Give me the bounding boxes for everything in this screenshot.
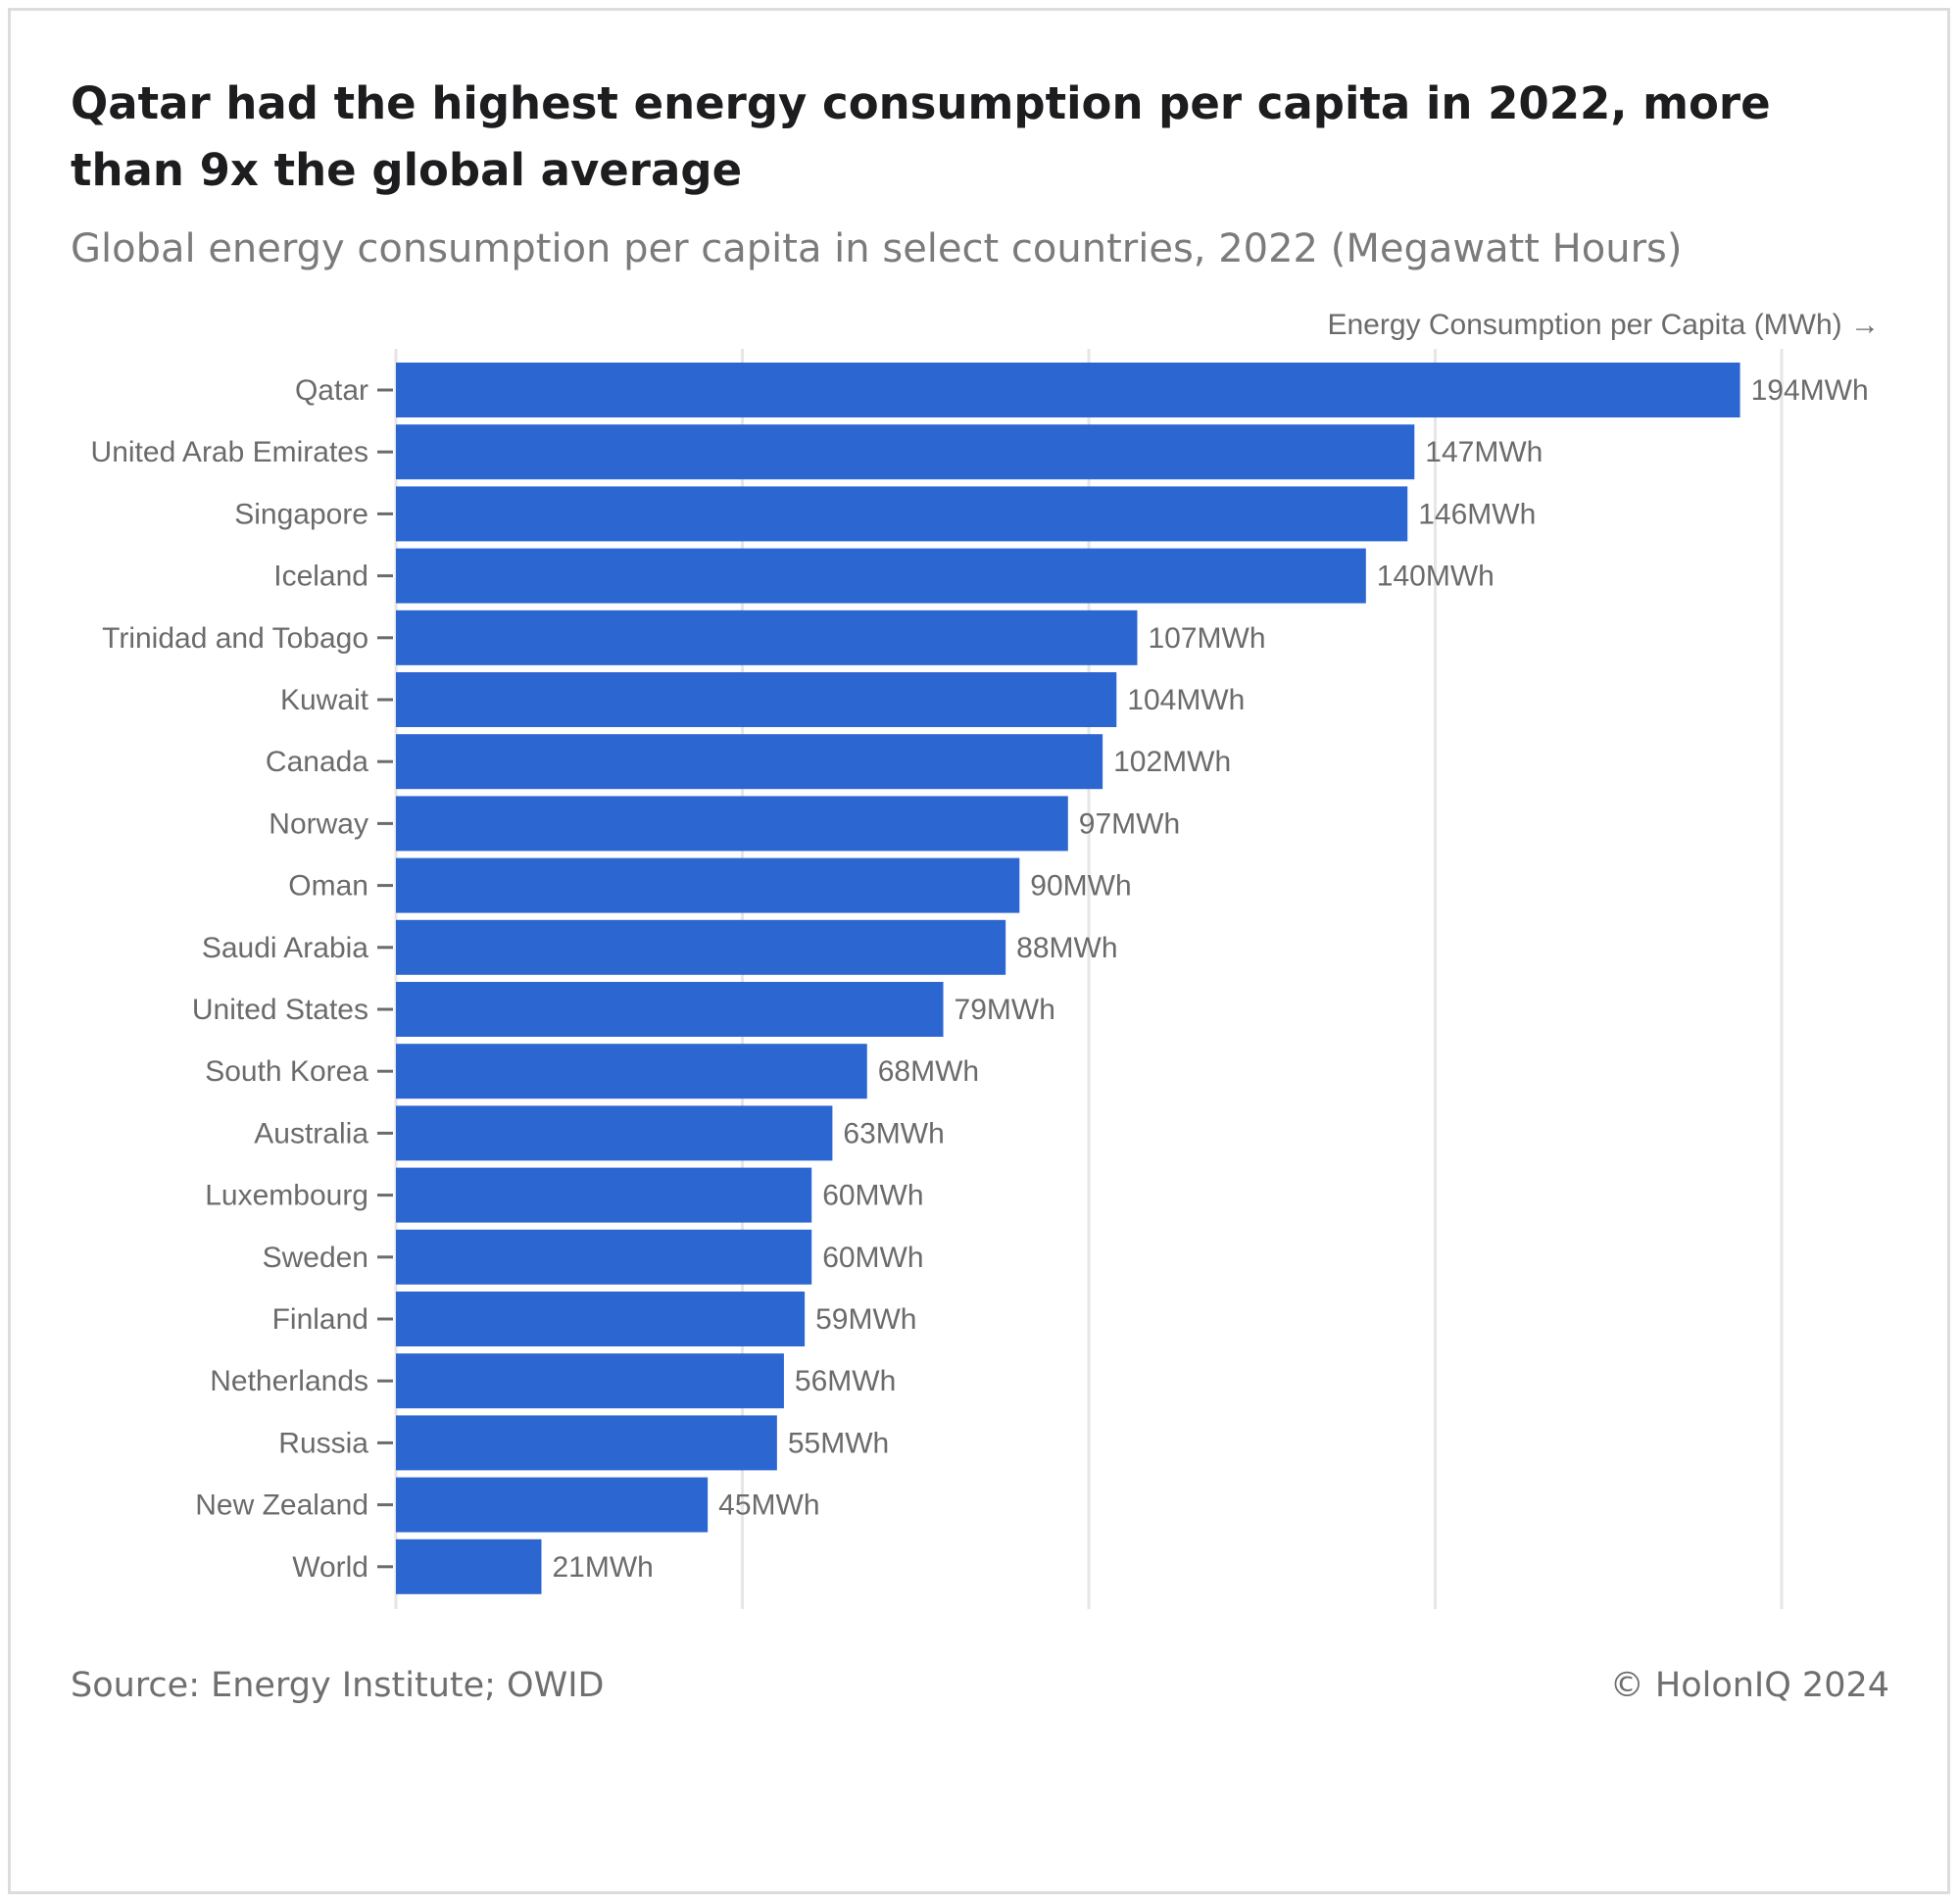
source-note: Source: Energy Institute; OWID xyxy=(71,1666,605,1705)
category-label: Finland xyxy=(272,1303,368,1336)
data-label: 97MWh xyxy=(1079,807,1180,840)
data-label: 45MWh xyxy=(718,1489,819,1522)
data-label: 104MWh xyxy=(1127,684,1245,716)
bar xyxy=(396,610,1138,665)
bar xyxy=(396,486,1408,542)
data-label: 21MWh xyxy=(552,1551,653,1584)
category-label: Trinidad and Tobago xyxy=(102,622,368,655)
bar xyxy=(396,1229,812,1285)
bar xyxy=(396,857,1020,913)
chart-title: Qatar had the highest energy consumption… xyxy=(71,77,1771,196)
category-label: New Zealand xyxy=(195,1489,368,1522)
category-label: Iceland xyxy=(273,561,368,593)
data-label: 102MWh xyxy=(1113,746,1231,778)
category-label: Kuwait xyxy=(280,684,369,716)
category-label: Sweden xyxy=(263,1242,368,1274)
bar xyxy=(396,982,944,1037)
bar xyxy=(396,1167,812,1223)
data-label: 55MWh xyxy=(788,1427,889,1459)
bar xyxy=(396,796,1068,852)
data-label: 60MWh xyxy=(822,1242,923,1274)
bar xyxy=(396,1292,806,1346)
data-label: 146MWh xyxy=(1418,498,1536,530)
data-label: 194MWh xyxy=(1751,374,1869,407)
category-label: Saudi Arabia xyxy=(202,932,368,964)
bar xyxy=(396,363,1740,417)
copyright-note: © HolonIQ 2024 xyxy=(1609,1666,1889,1705)
data-label: 63MWh xyxy=(843,1117,944,1149)
bar xyxy=(396,1477,709,1533)
data-label: 88MWh xyxy=(1016,932,1117,964)
chart-subtitle: Global energy consumption per capita in … xyxy=(71,226,1683,271)
bar xyxy=(396,1415,777,1471)
category-label: Norway xyxy=(269,807,368,840)
category-label: Australia xyxy=(254,1117,368,1149)
category-label: Netherlands xyxy=(210,1365,368,1397)
category-label: South Korea xyxy=(205,1055,368,1088)
category-label: United Arab Emirates xyxy=(91,436,368,468)
bar xyxy=(396,424,1415,480)
data-label: 107MWh xyxy=(1148,622,1265,655)
bar xyxy=(396,1105,833,1161)
data-label: 140MWh xyxy=(1377,561,1494,593)
bar xyxy=(396,734,1103,790)
data-label: 59MWh xyxy=(815,1303,916,1336)
bar xyxy=(396,919,1006,975)
category-label: Oman xyxy=(288,870,368,903)
x-axis-title: Energy Consumption per Capita (MWh) → xyxy=(1327,309,1880,341)
bar xyxy=(396,548,1366,604)
category-label: Russia xyxy=(278,1427,368,1459)
category-label: United States xyxy=(192,994,368,1026)
category-label: Luxembourg xyxy=(205,1180,368,1212)
category-label: Qatar xyxy=(295,374,368,407)
data-label: 68MWh xyxy=(878,1055,979,1088)
category-label: World xyxy=(292,1551,368,1584)
data-label: 56MWh xyxy=(795,1365,896,1397)
data-label: 90MWh xyxy=(1030,870,1131,903)
bars xyxy=(396,363,1740,1594)
labels: Qatar 194MWh United Arab Emirates 147MWh Sin… xyxy=(91,374,1869,1584)
bar xyxy=(396,1538,542,1594)
bar xyxy=(396,1044,867,1099)
bar xyxy=(396,672,1117,727)
data-label: 60MWh xyxy=(822,1180,923,1212)
category-label: Singapore xyxy=(234,498,368,530)
data-label: 147MWh xyxy=(1425,436,1543,468)
bar xyxy=(396,1353,784,1409)
data-label: 79MWh xyxy=(955,994,1055,1026)
category-label: Canada xyxy=(266,746,368,778)
